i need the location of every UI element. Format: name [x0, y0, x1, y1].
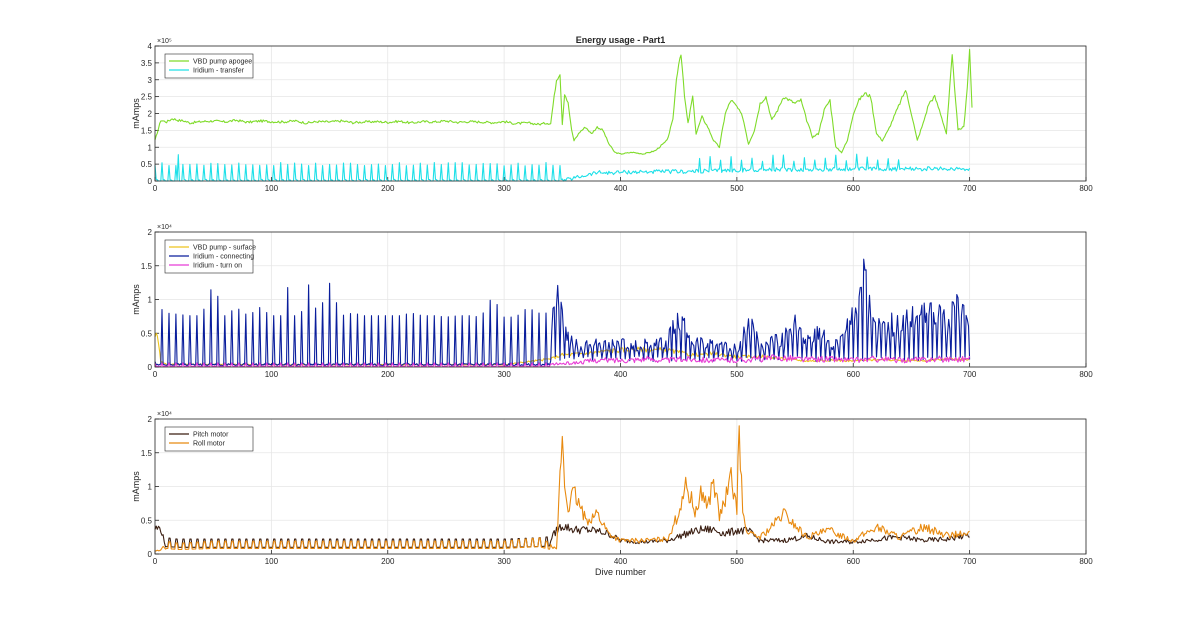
axes-frame — [154, 45, 1087, 182]
legend-box — [164, 426, 254, 452]
x-tick-label: 700 — [963, 184, 977, 193]
y-tick-label: 0.5 — [141, 329, 153, 338]
x-tick-label: 300 — [497, 370, 511, 379]
legend: VBD pump apogee Iridium - transfer — [164, 53, 254, 79]
series-line-iridium-turn-on — [154, 354, 971, 367]
x-tick-label: 0 — [153, 184, 158, 193]
axes-frame — [154, 418, 1087, 555]
chart-title: Energy usage - Part1 — [576, 35, 666, 45]
y-exponent-label: ×10⁴ — [157, 224, 172, 231]
x-tick-label: 100 — [265, 184, 279, 193]
panel-1: 0 100 200 300 400 500 600 700 800 0 0.5 1 1.5 2 2.5 3 3.… — [131, 35, 1093, 193]
series-line-pitch-motor — [154, 523, 970, 548]
legend-entry: Iridium - connecting — [193, 254, 254, 261]
x-tick-label: 600 — [847, 184, 861, 193]
y-tick-label: 1 — [148, 483, 153, 492]
legend-entry: Iridium - turn on — [193, 263, 242, 270]
legend-entry: Roll motor — [193, 441, 226, 448]
y-tick-label: 2.5 — [141, 93, 153, 102]
legend: VBD pump - surface Iridium - connecting Ir… — [164, 239, 256, 274]
legend-entry: Iridium - transfer — [193, 68, 245, 75]
x-tick-label: 700 — [963, 370, 977, 379]
legend-entry: Pitch motor — [193, 432, 229, 439]
x-tick-label: 800 — [1079, 184, 1093, 193]
series-line-roll-motor — [154, 425, 970, 552]
y-axis-label: mAmps — [131, 471, 141, 502]
y-axis-label: mAmps — [131, 98, 141, 129]
x-tick-label: 300 — [497, 557, 511, 566]
series-line-iridium-connecting — [154, 258, 971, 367]
x-tick-label: 500 — [730, 370, 744, 379]
x-tick-label: 200 — [381, 370, 395, 379]
y-exponent-label: ×10⁴ — [157, 411, 172, 418]
y-tick-label: 1.5 — [141, 262, 153, 271]
x-tick-label: 600 — [847, 557, 861, 566]
panel-2: 0 100 200 300 400 500 600 700 800 0 0.5 1 1.5 2 ×10⁴ mA… — [131, 224, 1093, 379]
legend-entry: VBD pump - surface — [193, 245, 256, 252]
y-tick-label: 2 — [148, 228, 153, 237]
x-tick-label: 500 — [730, 557, 744, 566]
axes-frame — [154, 231, 1087, 368]
y-exponent-label: ×10⁵ — [157, 38, 172, 45]
x-tick-label: 300 — [497, 184, 511, 193]
legend: Pitch motor Roll motor — [164, 426, 254, 452]
y-tick-label: 3.5 — [141, 59, 153, 68]
y-tick-label: 1.5 — [141, 126, 153, 135]
series-line-vbd-pump-apogee — [154, 48, 973, 155]
x-tick-label: 200 — [381, 557, 395, 566]
y-tick-label: 0 — [148, 550, 153, 559]
y-axis-label: mAmps — [131, 284, 141, 315]
y-tick-label: 2 — [148, 415, 153, 424]
y-tick-label: 0.5 — [141, 160, 153, 169]
x-tick-label: 800 — [1079, 557, 1093, 566]
legend-box — [164, 53, 254, 79]
y-tick-label: 0.5 — [141, 516, 153, 525]
x-axis-label: Dive number — [595, 567, 646, 577]
panel-3: 0 100 200 300 400 500 600 700 800 0 0.5 1 1.5 2 ×10⁴ mA… — [131, 411, 1093, 577]
y-tick-label: 1.5 — [141, 449, 153, 458]
x-tick-label: 400 — [614, 184, 628, 193]
x-tick-label: 100 — [265, 370, 279, 379]
x-tick-label: 600 — [847, 370, 861, 379]
x-tick-label: 200 — [381, 184, 395, 193]
y-tick-label: 2 — [148, 110, 153, 119]
x-tick-label: 0 — [153, 557, 158, 566]
y-tick-label: 0 — [148, 363, 153, 372]
x-tick-label: 400 — [614, 557, 628, 566]
y-tick-label: 0 — [148, 177, 153, 186]
x-tick-label: 400 — [614, 370, 628, 379]
x-tick-label: 500 — [730, 184, 744, 193]
y-tick-label: 1 — [148, 296, 153, 305]
y-tick-label: 3 — [148, 76, 153, 85]
x-tick-label: 100 — [265, 557, 279, 566]
x-tick-label: 0 — [153, 370, 158, 379]
y-tick-label: 1 — [148, 143, 153, 152]
y-tick-label: 4 — [148, 42, 153, 51]
x-tick-label: 800 — [1079, 370, 1093, 379]
legend-entry: VBD pump apogee — [193, 59, 252, 66]
x-tick-label: 700 — [963, 557, 977, 566]
